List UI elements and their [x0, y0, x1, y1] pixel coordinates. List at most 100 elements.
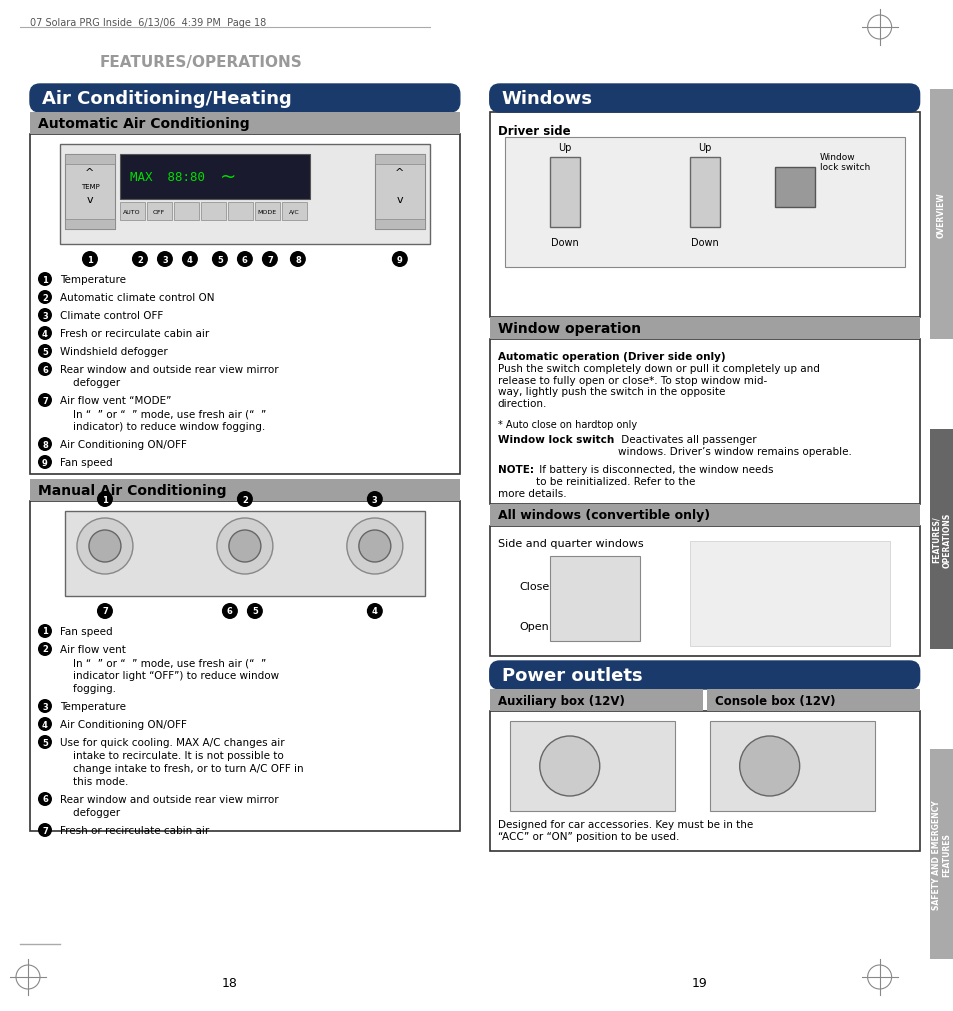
Text: In “  ” or “  ” mode, use fresh air (“  ”: In “ ” or “ ” mode, use fresh air (“ ” [60, 408, 266, 419]
Text: Automatic operation (Driver side only): Automatic operation (Driver side only) [497, 352, 724, 362]
Text: 07 Solara PRG Inside  6/13/06  4:39 PM  Page 18: 07 Solara PRG Inside 6/13/06 4:39 PM Pag… [30, 18, 266, 28]
Text: Air Conditioning/Heating: Air Conditioning/Heating [42, 90, 292, 108]
Text: Air Conditioning ON/OFF: Air Conditioning ON/OFF [60, 440, 187, 450]
Text: 4: 4 [42, 720, 48, 729]
Text: Manual Air Conditioning: Manual Air Conditioning [38, 483, 226, 497]
Text: 5: 5 [42, 738, 48, 747]
Text: more details.: more details. [497, 488, 566, 498]
Text: 6: 6 [227, 607, 233, 616]
Text: defogger: defogger [60, 378, 120, 387]
Bar [549, 556, 639, 641]
Text: 3: 3 [162, 255, 168, 264]
Text: Window
lock switch: Window lock switch [819, 153, 869, 172]
Text: 7: 7 [42, 826, 48, 835]
Circle shape [539, 736, 599, 797]
Circle shape [222, 604, 237, 620]
Bar [489, 504, 919, 527]
Text: Console box (12V): Console box (12V) [714, 694, 834, 707]
Text: ^: ^ [85, 168, 94, 178]
Text: Close: Close [519, 581, 550, 591]
Text: All windows (convertible only): All windows (convertible only) [497, 509, 709, 522]
Text: Temperature: Temperature [60, 275, 126, 285]
Circle shape [38, 735, 51, 749]
Text: 8: 8 [42, 440, 48, 449]
Circle shape [38, 642, 51, 656]
Text: 6: 6 [242, 255, 248, 264]
Text: 2: 2 [242, 495, 248, 504]
Bar [774, 168, 814, 208]
FancyBboxPatch shape [30, 85, 459, 113]
Text: 18: 18 [222, 976, 237, 989]
Text: Deactivates all passenger
windows. Driver’s window remains operable.: Deactivates all passenger windows. Drive… [618, 435, 851, 456]
Bar [489, 340, 919, 504]
Text: Down: Down [550, 238, 578, 248]
Text: In “  ” or “  ” mode, use fresh air (“  ”: In “ ” or “ ” mode, use fresh air (“ ” [60, 657, 266, 667]
Circle shape [247, 604, 263, 620]
Text: 19: 19 [691, 976, 707, 989]
Circle shape [157, 252, 172, 268]
Bar [281, 203, 307, 220]
Bar [30, 134, 459, 474]
Bar [30, 479, 459, 501]
Text: 2: 2 [137, 255, 143, 264]
Text: Fresh or recirculate cabin air: Fresh or recirculate cabin air [60, 825, 209, 835]
Text: 3: 3 [42, 311, 48, 320]
Text: * Auto close on hardtop only: * Auto close on hardtop only [497, 420, 637, 430]
Circle shape [229, 531, 260, 562]
Text: 2: 2 [42, 645, 48, 654]
Text: OVERVIEW: OVERVIEW [936, 192, 945, 238]
Text: Power outlets: Power outlets [501, 666, 641, 684]
Bar [928, 430, 953, 649]
Bar [689, 158, 719, 227]
Text: Air flow vent: Air flow vent [60, 644, 126, 654]
Bar [928, 90, 953, 340]
Text: 4: 4 [187, 255, 193, 264]
Text: MODE: MODE [257, 209, 276, 214]
Text: Use for quick cooling. MAX A/C changes air: Use for quick cooling. MAX A/C changes a… [60, 737, 284, 747]
Text: TEMP: TEMP [80, 184, 99, 190]
Bar [120, 155, 310, 200]
FancyBboxPatch shape [489, 661, 919, 690]
Text: 1: 1 [102, 495, 108, 504]
Bar [375, 155, 424, 165]
Circle shape [182, 252, 197, 268]
Bar [504, 137, 903, 268]
Text: FEATURES/
OPERATIONS: FEATURES/ OPERATIONS [931, 512, 950, 567]
Text: indicator light “OFF”) to reduce window: indicator light “OFF”) to reduce window [60, 670, 279, 680]
Circle shape [97, 491, 112, 508]
Text: Climate control OFF: Climate control OFF [60, 310, 163, 320]
Bar [375, 219, 424, 229]
Text: Auxiliary box (12V): Auxiliary box (12V) [497, 694, 624, 707]
Bar [30, 113, 459, 134]
Text: Automatic Air Conditioning: Automatic Air Conditioning [38, 117, 250, 130]
Text: Temperature: Temperature [60, 702, 126, 712]
Text: NOTE:: NOTE: [497, 464, 534, 474]
Text: v: v [396, 195, 403, 205]
Text: Windows: Windows [501, 90, 592, 108]
Bar [489, 113, 919, 317]
Bar [689, 542, 889, 646]
Circle shape [38, 823, 51, 837]
Text: AUTO: AUTO [123, 209, 141, 214]
Text: Up: Up [558, 143, 571, 153]
Text: ~: ~ [220, 168, 236, 186]
Circle shape [82, 252, 98, 268]
Bar [228, 203, 253, 220]
Bar [65, 155, 114, 165]
Bar [928, 749, 953, 959]
Bar [509, 721, 674, 811]
Circle shape [38, 700, 51, 714]
Text: 1: 1 [42, 275, 48, 284]
Text: FEATURES/OPERATIONS: FEATURES/OPERATIONS [100, 55, 302, 70]
Text: intake to recirculate. It is not possible to: intake to recirculate. It is not possibl… [60, 750, 283, 760]
Text: Windshield defogger: Windshield defogger [60, 347, 168, 357]
Text: Push the switch completely down or pull it completely up and
release to fully op: Push the switch completely down or pull … [497, 364, 819, 408]
Bar [489, 527, 919, 656]
Text: 6: 6 [42, 795, 48, 804]
Circle shape [38, 308, 51, 323]
Text: SAFETY AND EMERGENCY
FEATURES: SAFETY AND EMERGENCY FEATURES [931, 800, 950, 909]
Circle shape [358, 531, 391, 562]
Circle shape [77, 519, 132, 574]
Text: Rear window and outside rear view mirror: Rear window and outside rear view mirror [60, 365, 278, 375]
Circle shape [290, 252, 306, 268]
